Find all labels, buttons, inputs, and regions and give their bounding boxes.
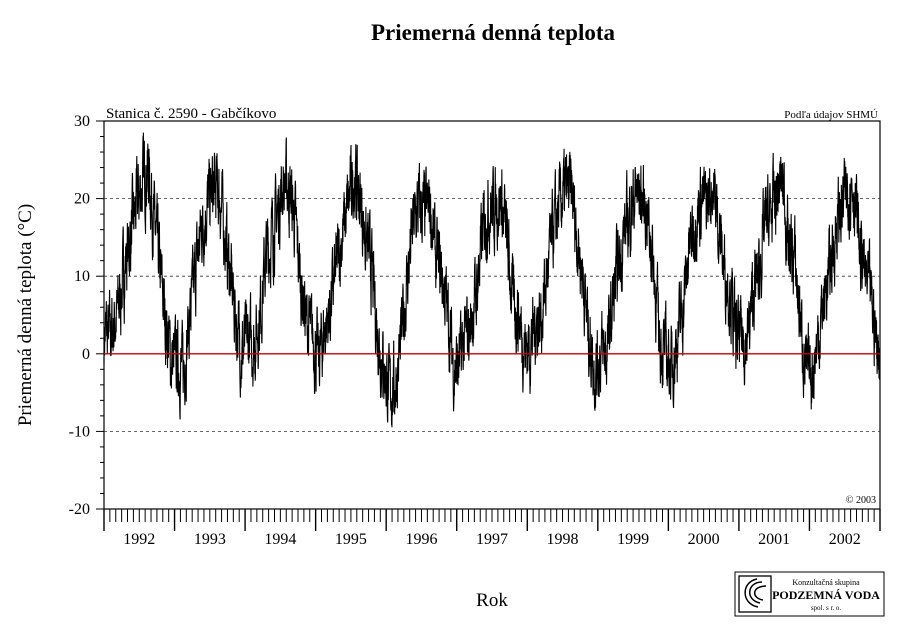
y-tick-label: 20 <box>74 191 90 208</box>
x-tick-label: 1995 <box>335 531 367 548</box>
x-tick-label: 1999 <box>617 531 649 548</box>
x-tick-label: 1998 <box>547 531 579 548</box>
y-tick-label: 0 <box>82 346 90 363</box>
copyright-note: © 2003 <box>846 495 876 506</box>
series-group <box>103 132 881 428</box>
x-tick-label: 1994 <box>264 531 296 548</box>
y-tick-label: 10 <box>74 268 90 285</box>
x-tick-label: 1993 <box>194 531 226 548</box>
y-axis-ticks: -20 -10 0 10 20 30 <box>69 113 104 518</box>
y-tick-label: -10 <box>69 423 90 440</box>
chart-title: Priemerná denná teplota <box>371 20 616 45</box>
x-tick-label: 1996 <box>405 531 437 548</box>
y-tick-label: -20 <box>69 501 90 518</box>
y-axis-title: Priemerná denná teplota (°C) <box>15 204 36 426</box>
station-label: Stanica č. 2590 - Gabčíkovo <box>106 106 276 122</box>
source-note: Podľa údajov SHMÚ <box>784 109 878 121</box>
x-tick-label: 2000 <box>688 531 720 548</box>
logo-line2: PODZEMNÁ VODA <box>772 588 880 602</box>
x-tick-label: 2002 <box>829 531 861 548</box>
x-tick-label: 2001 <box>758 531 790 548</box>
x-tick-label: 1992 <box>123 531 155 548</box>
x-axis-ticks: 1992 1993 1994 1995 1996 1997 1998 1999 2000 2001… <box>103 509 881 548</box>
x-tick-label: 1997 <box>476 531 508 548</box>
logo-line1: Konzultačná skupina <box>792 578 860 587</box>
logo-emblem-icon <box>738 575 772 613</box>
logo-frame <box>734 571 885 617</box>
plot-frame <box>103 120 881 510</box>
x-axis-title: Rok <box>476 590 508 611</box>
temperature-series-line <box>103 132 881 428</box>
y-tick-label: 30 <box>74 113 90 130</box>
logo-line3: spol. s r. o. <box>811 604 842 612</box>
company-logo: Konzultačná skupina PODZEMNÁ VODA spol. … <box>734 571 885 617</box>
